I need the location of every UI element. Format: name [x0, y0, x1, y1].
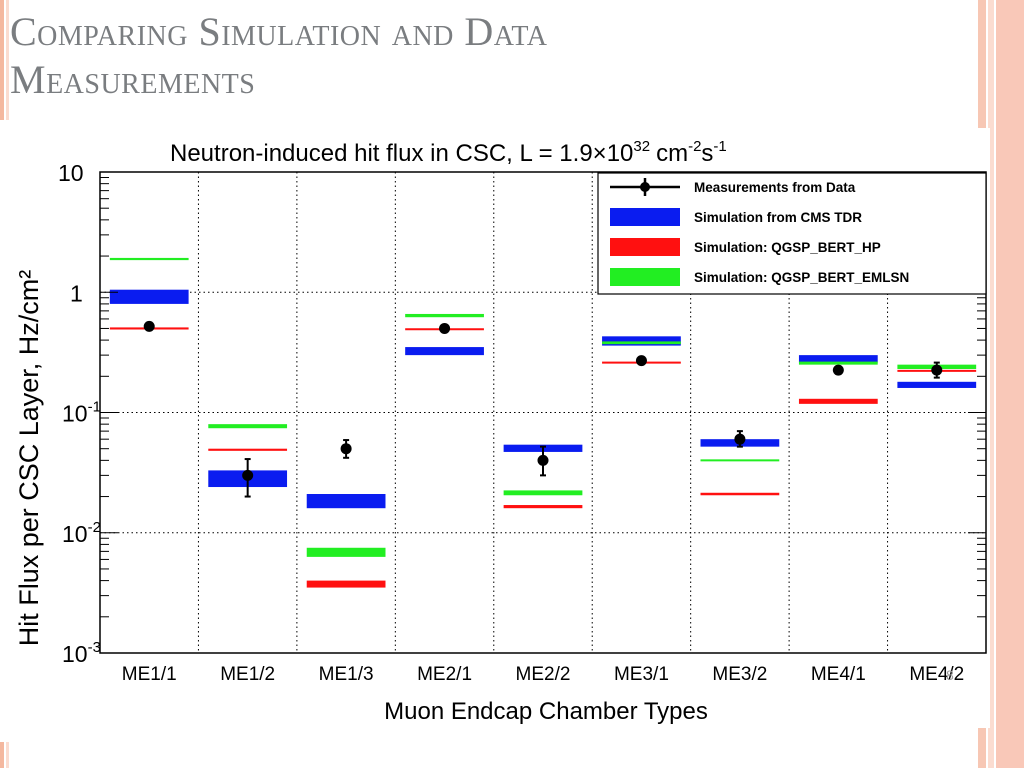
- band-simulation-qgsp-bert-hp: [798, 398, 878, 404]
- x-axis-label: Muon Endcap Chamber Types: [384, 698, 708, 725]
- y-tick-label-base: 10: [62, 521, 88, 547]
- x-tick-label: ME1/2: [220, 664, 275, 685]
- data-point: [439, 322, 451, 334]
- band-simulation-qgsp-bert-hp: [208, 448, 288, 451]
- band-simulation-qgsp-bert-hp: [503, 505, 583, 509]
- chart-title-unit-exp2: -1: [713, 138, 726, 155]
- data-point: [242, 469, 254, 481]
- x-tick-label: ME3/2: [712, 664, 767, 685]
- slide-title-line-1: Comparing Simulation and Data: [10, 9, 548, 54]
- legend-label: Simulation from CMS TDR: [694, 210, 862, 225]
- legend-swatch-band: [610, 268, 680, 286]
- legend-label: Measurements from Data: [694, 180, 856, 195]
- y-tick-label-exponent: -2: [88, 519, 101, 536]
- chart-title-exp: 32: [633, 138, 650, 155]
- y-tick-label-base: 10: [62, 401, 88, 427]
- chart-title-unit: cm: [656, 140, 688, 167]
- data-point: [734, 433, 746, 445]
- slide-title: Comparing Simulation and Data Measuremen…: [10, 8, 970, 104]
- chart-title: Neutron-induced hit flux in CSC, L = 1.9…: [170, 138, 727, 167]
- y-tick-label-base: 10: [58, 160, 84, 186]
- chart-title-unit-exp1: -2: [688, 138, 701, 155]
- data-marks: [109, 257, 977, 588]
- chart-figure: Neutron-induced hit flux in CSC, L = 1.9…: [0, 128, 1024, 728]
- y-tick-label: 10-3: [62, 639, 101, 667]
- x-tick-label: ME4/1: [811, 664, 866, 685]
- band-simulation-qgsp-bert-emlsn: [700, 459, 780, 462]
- page-number: 8: [946, 667, 954, 683]
- band-simulation-qgsp-bert-hp: [700, 492, 780, 496]
- x-tick-label: ME2/1: [417, 664, 472, 685]
- left-accent-bar-thin: [6, 0, 9, 120]
- data-point: [931, 364, 943, 376]
- band-simulation-qgsp-bert-emlsn: [109, 257, 189, 261]
- chart-title-main: Neutron-induced hit flux in CSC, L = 1.9…: [170, 140, 633, 167]
- band-simulation-from-cms-tdr: [897, 381, 977, 388]
- left-accent-bar-bottom-thin: [6, 742, 9, 768]
- x-tick-label: ME2/2: [516, 664, 571, 685]
- legend-swatch-band: [610, 238, 680, 256]
- legend-label: Simulation: QGSP_BERT_EMLSN: [694, 270, 909, 285]
- data-point: [340, 443, 352, 455]
- data-point: [832, 364, 844, 376]
- band-simulation-qgsp-bert-emlsn: [602, 341, 681, 345]
- y-tick-label-base: 1: [70, 280, 83, 306]
- band-simulation-from-cms-tdr: [405, 347, 484, 356]
- legend-swatch-point: [640, 182, 650, 192]
- y-tick-label-exponent: -3: [88, 639, 101, 656]
- band-simulation-from-cms-tdr: [602, 336, 681, 346]
- band-simulation-qgsp-bert-emlsn: [306, 547, 386, 557]
- right-accent-bar-light: [988, 0, 994, 768]
- data-point: [537, 454, 549, 466]
- y-tick-label-exponent: -1: [88, 399, 101, 416]
- band-simulation-qgsp-bert-emlsn: [798, 361, 878, 365]
- legend-label: Simulation: QGSP_BERT_HP: [694, 240, 881, 255]
- right-accent-bar-wide: [996, 0, 1024, 768]
- band-simulation-qgsp-bert-emlsn: [503, 490, 583, 496]
- band-simulation-qgsp-bert-emlsn: [208, 424, 288, 429]
- x-tick-label: ME1/1: [122, 664, 177, 685]
- y-tick-label: 10-2: [62, 519, 101, 547]
- band-simulation-qgsp-bert-hp: [306, 580, 386, 588]
- legend-swatch-band: [610, 208, 680, 226]
- x-tick-label: ME1/3: [319, 664, 374, 685]
- y-axis-label: Hit Flux per CSC Layer, Hz/cm²: [14, 270, 44, 647]
- band-simulation-from-cms-tdr: [109, 289, 189, 304]
- chart-svg: Neutron-induced hit flux in CSC, L = 1.9…: [0, 128, 990, 728]
- left-accent-bar-bottom: [0, 742, 4, 768]
- legend: Measurements from Data Simulation from CM…: [597, 172, 987, 295]
- y-tick-label: 10-1: [62, 399, 101, 427]
- band-simulation-from-cms-tdr: [306, 494, 386, 509]
- y-tick-label-base: 10: [62, 641, 88, 667]
- slide-title-line-2: Measurements: [10, 57, 256, 102]
- left-accent-bar: [0, 0, 4, 120]
- band-simulation-qgsp-bert-emlsn: [405, 313, 484, 318]
- y-tick-label: 1: [70, 280, 83, 306]
- data-point: [635, 355, 647, 367]
- band-simulation-from-cms-tdr: [798, 355, 878, 363]
- y-tick-label: 10: [58, 160, 84, 186]
- data-point: [143, 320, 155, 332]
- chart-title-unit-s: s: [701, 140, 713, 167]
- x-tick-label: ME4/2: [909, 664, 964, 685]
- x-tick-label: ME3/1: [614, 664, 669, 685]
